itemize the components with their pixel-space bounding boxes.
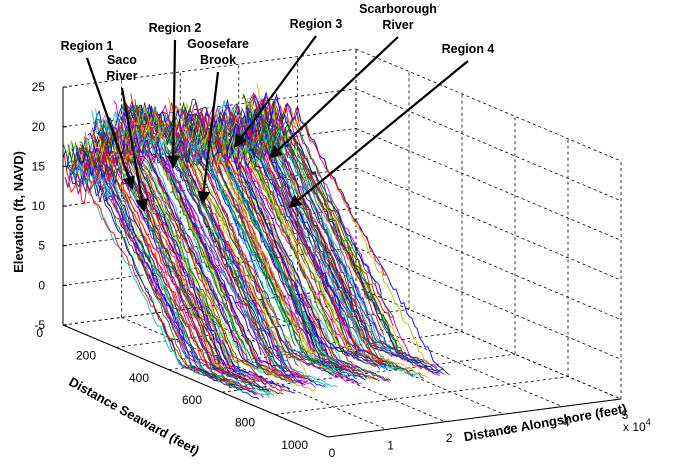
grid-line bbox=[62, 48, 357, 88]
annotation-label: Goosefare Brook bbox=[187, 37, 249, 67]
profile-line bbox=[175, 130, 344, 372]
z-tick-label: 0 bbox=[38, 278, 45, 292]
profile-line bbox=[256, 97, 438, 368]
profile-line bbox=[226, 102, 365, 353]
z-tick-label: 25 bbox=[32, 80, 46, 94]
grid-line bbox=[221, 353, 516, 393]
y-axis-line bbox=[327, 398, 622, 438]
annotation-arrow bbox=[268, 36, 399, 159]
y-tick-label: 4 bbox=[563, 416, 570, 430]
profile-line bbox=[228, 127, 372, 355]
x-axis-line bbox=[62, 324, 329, 438]
grid-line bbox=[168, 331, 463, 371]
profile-line bbox=[81, 148, 231, 378]
profile-line bbox=[84, 135, 252, 383]
profile-line bbox=[92, 134, 224, 361]
z-tick-label: 10 bbox=[32, 199, 46, 213]
annotation-arrow bbox=[197, 71, 220, 205]
y-tick-label: 1 bbox=[387, 438, 394, 452]
x-tick-label: 400 bbox=[129, 371, 149, 385]
y-axis-multiplier-base: x 10 bbox=[623, 420, 646, 434]
z-tick-label: -5 bbox=[34, 318, 45, 332]
x-tick-label: 1000 bbox=[281, 438, 308, 452]
y-axis-label: Distance Alongshore (feet) bbox=[463, 401, 628, 444]
profile-line bbox=[255, 117, 408, 356]
grid-line bbox=[355, 48, 622, 162]
x-tick-label: 600 bbox=[182, 393, 202, 407]
annotation-label: Region 4 bbox=[442, 42, 495, 56]
annotation-arrow bbox=[288, 60, 469, 209]
z-axis-label: Elevation (ft, NAVD) bbox=[11, 151, 26, 273]
grid-line bbox=[274, 376, 569, 415]
profile-line bbox=[86, 148, 284, 395]
profile-line bbox=[224, 137, 344, 310]
annotation-label: Saco River bbox=[106, 53, 137, 83]
profile-line bbox=[136, 133, 304, 378]
annotation-arrow bbox=[85, 57, 135, 190]
grid-line bbox=[62, 88, 357, 128]
profile-line bbox=[193, 117, 320, 328]
profile-line bbox=[121, 133, 294, 383]
annotation-label: Region 3 bbox=[290, 17, 343, 31]
profile-line bbox=[118, 130, 316, 392]
grid-line bbox=[62, 286, 357, 326]
profile-line bbox=[96, 140, 220, 365]
y-axis-multiplier-exponent: 4 bbox=[646, 417, 651, 427]
annotation-arrow bbox=[233, 35, 317, 148]
y-tick-label: 5 bbox=[622, 408, 629, 422]
z-tick-label: 15 bbox=[32, 159, 46, 173]
annotation-arrow bbox=[120, 87, 149, 213]
profile-line bbox=[140, 111, 285, 366]
y-axis-multiplier: x 104 bbox=[623, 417, 651, 434]
y-tick-label: 0 bbox=[329, 446, 336, 460]
annotation-arrow bbox=[166, 39, 180, 169]
profile-line bbox=[119, 132, 261, 368]
profile-line bbox=[222, 138, 404, 371]
z-tick-label: 20 bbox=[32, 120, 46, 134]
profile-line bbox=[80, 160, 230, 377]
y-tick-label: 2 bbox=[446, 431, 453, 445]
x-tick-label: 200 bbox=[76, 348, 96, 362]
annotation-label: Region 1 bbox=[61, 39, 114, 53]
profile-line bbox=[69, 165, 264, 398]
profile-line bbox=[133, 124, 285, 371]
x-tick-label: 0 bbox=[36, 326, 43, 340]
profile-line bbox=[132, 113, 271, 365]
x-axis-label: Distance Seaward (feet) bbox=[66, 374, 202, 458]
grid-line bbox=[62, 167, 357, 207]
x-tick-label: 800 bbox=[235, 416, 255, 430]
profile-line bbox=[184, 108, 368, 379]
annotation-label: Scarborough River bbox=[359, 2, 437, 32]
profile-line bbox=[257, 119, 407, 354]
profile-line bbox=[127, 131, 316, 388]
profile-line bbox=[87, 132, 247, 380]
chart-profiles bbox=[62, 83, 450, 400]
profile-line bbox=[125, 103, 291, 379]
profile-group bbox=[62, 140, 270, 400]
y-tick-label: 3 bbox=[504, 423, 511, 437]
annotation-label: Region 2 bbox=[149, 21, 202, 35]
profile-group bbox=[209, 99, 429, 379]
profile-line bbox=[225, 137, 417, 376]
profile-group bbox=[162, 97, 392, 385]
profile-line bbox=[258, 97, 390, 280]
profile-group bbox=[112, 93, 338, 392]
profile-line bbox=[133, 136, 325, 387]
z-tick-label: 5 bbox=[38, 239, 45, 253]
profile-line bbox=[75, 147, 199, 361]
profile-line bbox=[101, 131, 296, 394]
